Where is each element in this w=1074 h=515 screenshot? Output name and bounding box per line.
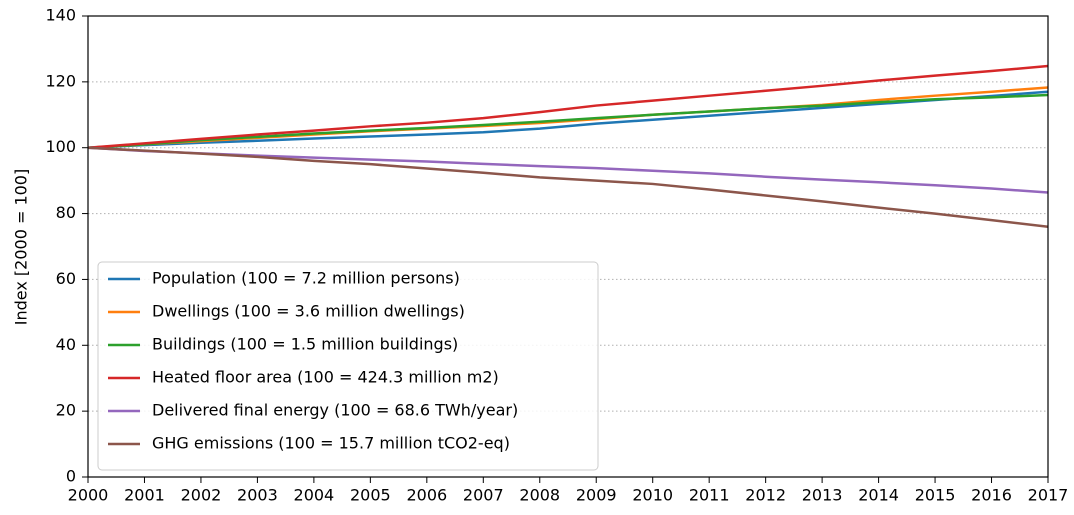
- y-tick-label: 20: [56, 401, 76, 420]
- y-tick-label: 120: [45, 71, 76, 90]
- x-tick-label: 2013: [802, 486, 843, 505]
- x-tick-label: 2010: [632, 486, 673, 505]
- y-tick-label: 140: [45, 6, 76, 25]
- x-tick-label: 2016: [971, 486, 1012, 505]
- series-line: [87, 90, 1049, 149]
- x-tick-label: 2005: [350, 486, 391, 505]
- x-tick-label: 2007: [463, 486, 504, 505]
- legend-label: Buildings (100 = 1.5 million buildings): [152, 335, 458, 354]
- legend-box: [97, 261, 599, 471]
- y-tick-label: 80: [56, 203, 76, 222]
- x-tick-label: 2004: [294, 486, 335, 505]
- y-tick-label: 60: [56, 269, 76, 288]
- x-tick-label: 2003: [237, 486, 278, 505]
- x-tick-label: 2001: [124, 486, 165, 505]
- x-tick-label: 2014: [858, 486, 899, 505]
- legend-label: Dwellings (100 = 3.6 million dwellings): [152, 302, 465, 321]
- legend-label: Population (100 = 7.2 million persons): [152, 269, 460, 288]
- series-line: [87, 93, 1049, 149]
- x-tick-label: 2015: [915, 486, 956, 505]
- x-tick-label: 2000: [68, 486, 109, 505]
- x-tick-label: 2017: [1028, 486, 1069, 505]
- series-line: [87, 64, 1049, 149]
- x-tick-label: 2002: [181, 486, 222, 505]
- y-axis-label: Index [2000 = 100]: [12, 169, 31, 325]
- y-tick-label: 100: [45, 137, 76, 156]
- x-tick-label: 2006: [406, 486, 447, 505]
- series-line: [87, 146, 1049, 228]
- legend-label: GHG emissions (100 = 15.7 million tCO2-e…: [152, 434, 510, 453]
- x-tick-label: 2012: [745, 486, 786, 505]
- y-tick-label: 40: [56, 335, 76, 354]
- plot-frame: [87, 15, 1049, 478]
- x-tick-label: 2011: [689, 486, 730, 505]
- x-tick-label: 2009: [576, 486, 617, 505]
- x-tick-label: 2008: [519, 486, 560, 505]
- legend-label: Delivered final energy (100 = 68.6 TWh/y…: [152, 401, 518, 420]
- y-tick-label: 0: [66, 467, 76, 486]
- legend-label: Heated floor area (100 = 424.3 million m…: [152, 368, 499, 387]
